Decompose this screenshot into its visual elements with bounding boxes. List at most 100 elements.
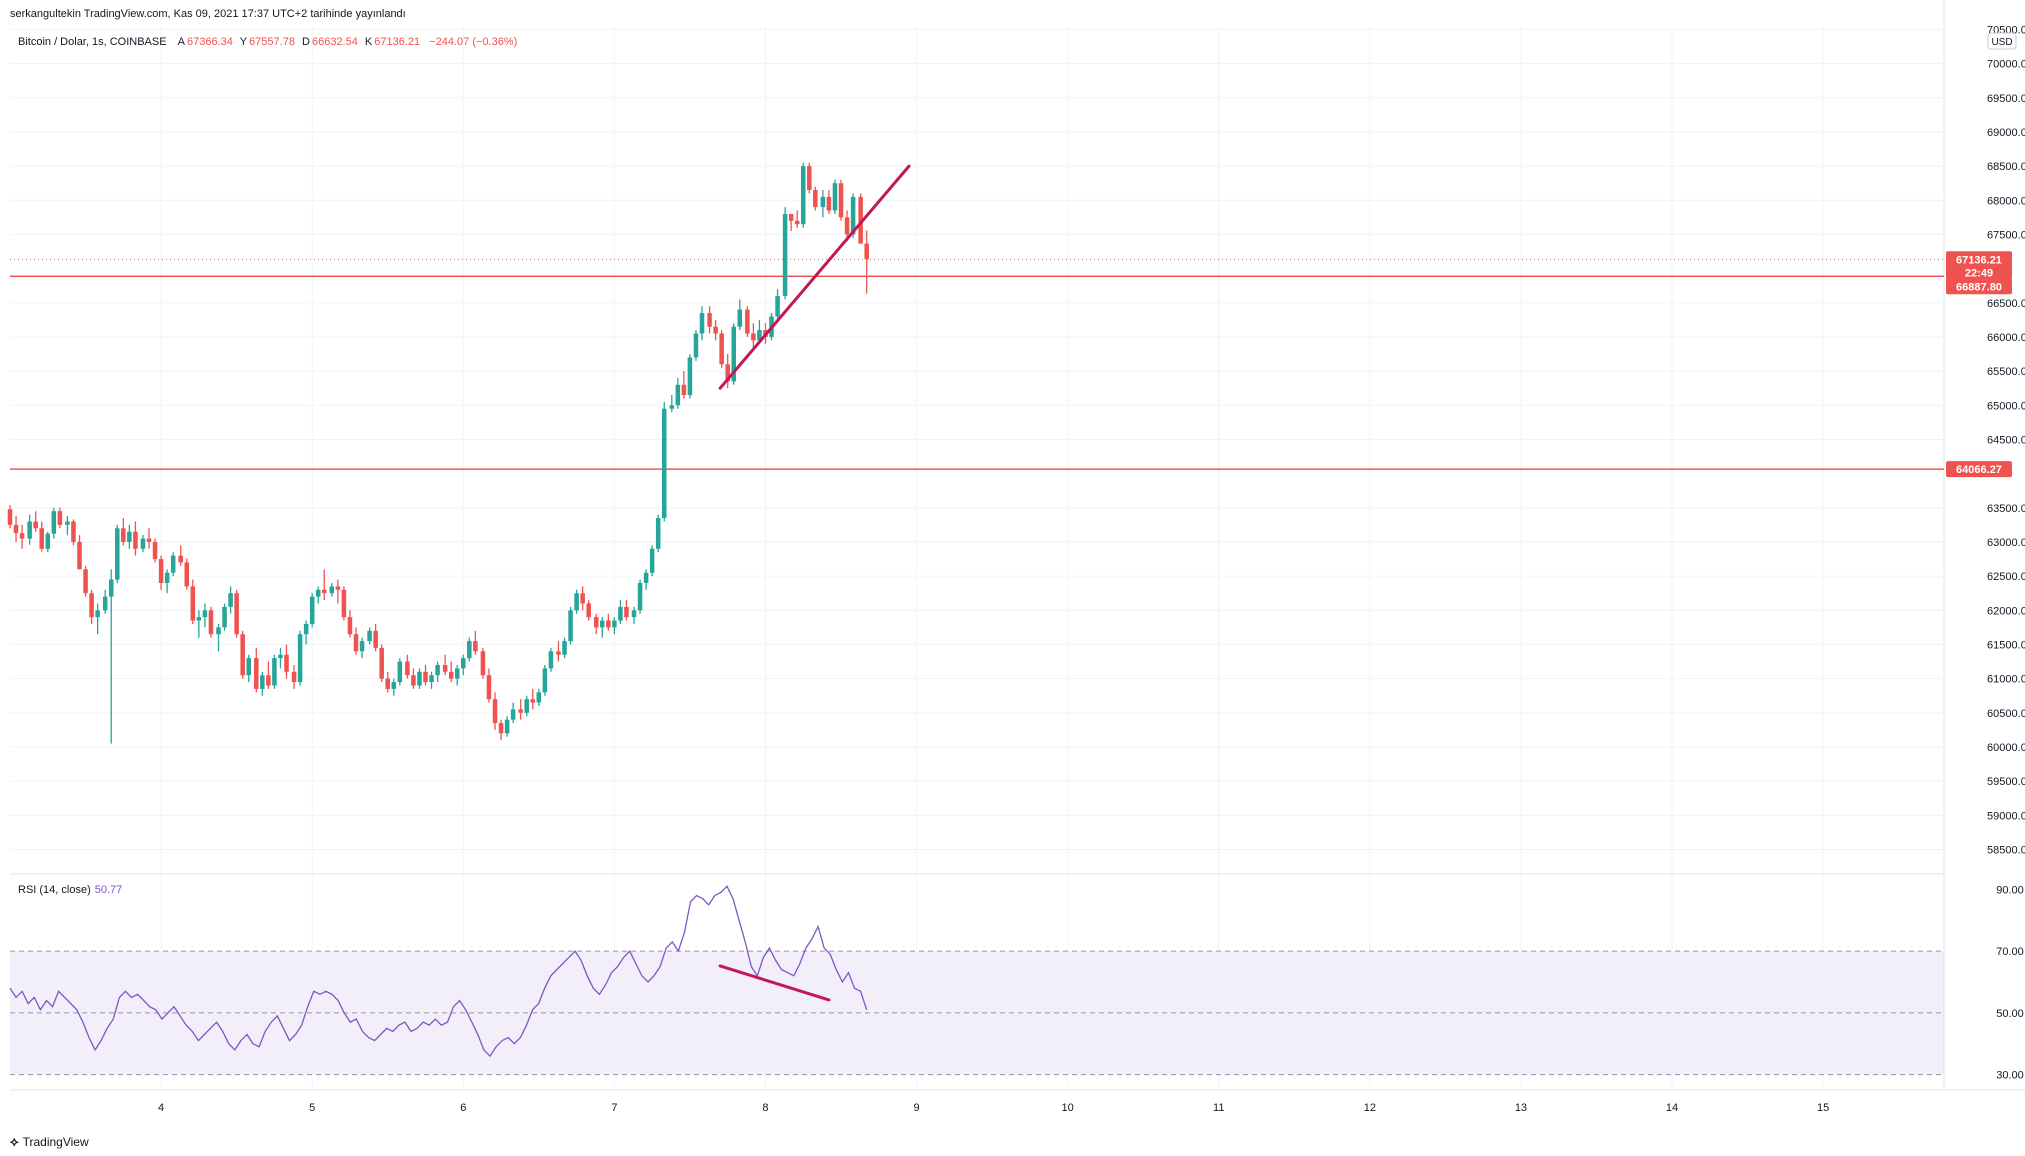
candle [832,179,838,214]
close-label: K [364,36,373,48]
candle-body [57,511,63,525]
candle [240,630,245,679]
candle-body [486,675,492,700]
candle-body [65,521,70,525]
candle [713,319,718,341]
time-tick-label: 13 [1515,1102,1527,1114]
candle-body [713,326,718,334]
candle-body [329,586,335,594]
candle-body [77,541,82,570]
candle-body [222,606,227,628]
candle [510,702,516,724]
candle-body [322,589,327,594]
hline2-badge-box [1946,461,2012,478]
candle-body [95,610,100,618]
candle-body [775,295,780,317]
currency-badge: USD [1987,32,2017,50]
candle-body [152,541,158,560]
price-tick-label: 58500.00 [1987,844,2025,856]
candle [284,644,289,679]
candle-body [518,709,523,713]
candle [737,299,743,331]
candle [448,661,454,683]
candle [170,552,176,577]
candle [397,658,403,686]
candle-body [719,333,724,365]
candle-body [832,183,838,211]
high-label: Y [239,36,248,48]
candle [637,579,643,614]
candle-body [240,634,245,676]
candle [600,617,605,638]
candle-body [39,528,44,549]
candle [411,668,416,689]
price-tick-label: 65500.00 [1987,366,2025,378]
candle [467,637,472,662]
time-tick-label: 8 [762,1102,768,1114]
candle-body [536,692,542,703]
price-tick-label: 68000.00 [1987,195,2025,207]
candle-body [442,664,448,672]
candle [77,535,82,570]
candle-body [807,166,812,191]
candle-body [71,521,76,542]
open-value: 67366.34 [186,36,233,48]
candle-body [246,658,251,676]
rsi-tick-label: 90.00 [1996,884,2024,896]
candle-body [309,596,315,624]
candle [405,654,410,679]
candle-body [504,719,510,734]
candle [649,545,655,577]
candle-body [624,606,629,618]
candle-body [473,641,478,652]
candle [89,589,94,624]
candle-body [548,651,554,669]
candle [838,179,844,221]
candle-body [266,675,271,686]
candle-body [751,333,756,341]
candle-body [820,196,826,208]
candle-body [146,538,152,542]
candle [788,213,794,232]
candle-body [379,647,384,679]
candle-body [133,531,138,549]
candle-body [844,217,850,235]
price-tick-label: 69000.00 [1987,127,2025,139]
candle [864,230,869,294]
tradingview-brand[interactable]: ⟡ TradingView [10,1134,89,1150]
candle [826,190,832,214]
candle-body [234,593,239,635]
candle [661,401,667,522]
candle-body [675,384,681,406]
candle-body [260,675,265,689]
candle [7,505,13,529]
candle [108,569,114,744]
candle-body [115,528,120,580]
last-price-badge-text: 22:49 [1965,267,1993,279]
candle-body [800,166,806,225]
candle-body [89,593,94,618]
candle [858,193,863,244]
candle [461,654,466,676]
candle [102,589,108,614]
candle-body [757,330,762,341]
candle-body [297,634,303,683]
candle [675,377,681,409]
candle [423,664,428,686]
candle [775,289,780,320]
price-tick-label: 66500.00 [1987,298,2025,310]
candle-body [278,654,283,659]
candle [429,671,434,689]
candle-body [184,562,190,587]
candle-body [315,589,321,597]
candle [504,716,510,737]
candle [574,589,579,614]
candle-body [335,586,341,590]
symbol-legend: Bitcoin / Dolar, 1s, COINBASE A 67366.34 … [18,36,521,48]
candle [367,627,372,645]
candle [794,210,800,228]
candle-body [158,559,164,583]
open-label: A [177,36,185,48]
